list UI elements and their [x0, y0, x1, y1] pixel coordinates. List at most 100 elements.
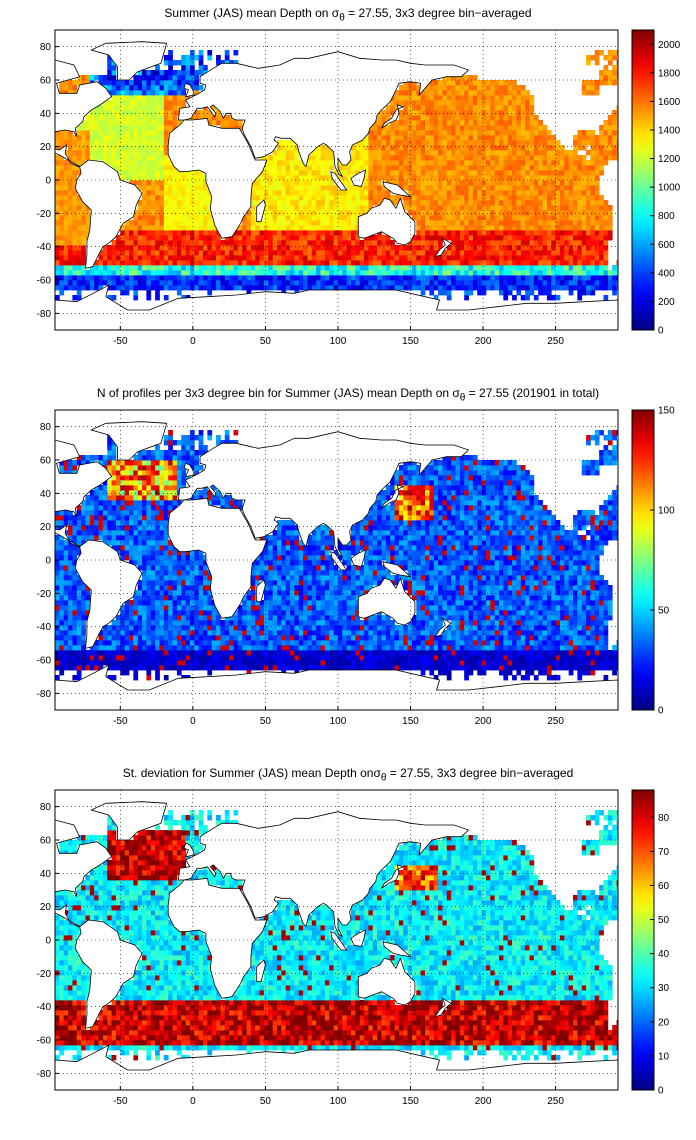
- data-cell: [85, 595, 91, 601]
- data-cell: [377, 275, 382, 281]
- data-cell: [68, 155, 73, 161]
- data-cell: [189, 240, 195, 246]
- data-cell: [63, 165, 69, 171]
- data-cell: [403, 125, 408, 131]
- data-cell: [133, 235, 139, 241]
- data-cell: [594, 285, 600, 291]
- data-cell: [76, 455, 82, 461]
- data-cell: [98, 635, 104, 641]
- data-cell: [155, 135, 160, 141]
- data-cell: [472, 110, 478, 116]
- data-cell: [616, 110, 618, 116]
- data-cell: [433, 245, 439, 251]
- data-cell: [102, 510, 108, 516]
- data-cell: [89, 660, 95, 666]
- data-cell: [503, 95, 509, 101]
- data-cell: [268, 165, 274, 171]
- data-cell: [581, 270, 587, 276]
- data-cell: [198, 235, 204, 241]
- data-cell: [298, 170, 304, 176]
- data-cell: [533, 150, 539, 156]
- data-cell: [133, 520, 139, 526]
- data-cell: [485, 120, 491, 126]
- data-cell: [324, 270, 330, 276]
- data-cell: [364, 200, 369, 206]
- data-cell: [416, 130, 422, 136]
- data-cell: [55, 585, 60, 591]
- data-cell: [481, 250, 487, 256]
- data-cell: [55, 200, 60, 206]
- data-cell: [142, 120, 147, 126]
- data-cell: [155, 75, 160, 81]
- data-cell: [438, 100, 443, 106]
- data-cell: [542, 285, 548, 291]
- data-cell: [455, 135, 461, 141]
- data-cell: [499, 270, 504, 276]
- data-cell: [55, 525, 60, 531]
- data-cell: [55, 510, 60, 516]
- data-cell: [277, 170, 282, 176]
- data-cell: [277, 140, 282, 146]
- data-cell: [573, 180, 578, 186]
- data-cell: [581, 225, 587, 231]
- data-cell: [607, 225, 613, 231]
- data-cell: [168, 180, 173, 186]
- data-cell: [129, 625, 134, 631]
- data-cell: [59, 670, 65, 676]
- data-cell: [599, 210, 604, 216]
- data-cell: [520, 275, 526, 281]
- data-cell: [229, 235, 234, 241]
- data-cell: [425, 85, 430, 91]
- data-cell: [68, 85, 73, 91]
- data-cell: [499, 160, 504, 166]
- data-cell: [529, 140, 535, 146]
- data-cell: [346, 235, 352, 241]
- data-cell: [303, 280, 308, 286]
- x-tick-label: 150: [402, 336, 419, 347]
- data-cell: [351, 255, 356, 261]
- data-cell: [429, 275, 435, 281]
- data-cell: [250, 215, 256, 221]
- data-cell: [115, 95, 121, 101]
- data-cell: [137, 225, 143, 231]
- data-cell: [490, 250, 496, 256]
- data-cell: [538, 145, 543, 151]
- data-cell: [372, 260, 378, 266]
- data-cell: [420, 215, 426, 221]
- data-cell: [72, 610, 78, 616]
- data-cell: [499, 260, 504, 266]
- data-cell: [133, 490, 139, 496]
- data-cell: [168, 100, 173, 106]
- data-cell: [194, 110, 200, 116]
- data-cell: [55, 210, 60, 216]
- data-cell: [503, 275, 509, 281]
- data-cell: [150, 125, 156, 131]
- data-cell: [142, 255, 147, 261]
- data-cell: [224, 260, 230, 266]
- data-cell: [211, 250, 217, 256]
- data-cell: [233, 260, 239, 266]
- data-cell: [285, 200, 291, 206]
- data-cell: [464, 185, 469, 191]
- data-cell: [55, 180, 60, 186]
- data-cell: [459, 110, 465, 116]
- data-cell: [512, 155, 517, 161]
- data-cell: [459, 170, 465, 176]
- data-cell: [394, 265, 400, 271]
- data-cell: [55, 620, 60, 626]
- data-cell: [120, 95, 126, 101]
- data-cell: [277, 250, 282, 256]
- data-cell: [303, 275, 308, 281]
- data-cell: [407, 180, 413, 186]
- data-cell: [137, 500, 143, 506]
- data-cell: [451, 275, 456, 281]
- data-cell: [181, 215, 186, 221]
- data-cell: [111, 250, 117, 256]
- data-cell: [573, 260, 578, 266]
- data-cell: [529, 285, 535, 291]
- data-cell: [425, 230, 430, 236]
- data-cell: [555, 240, 561, 246]
- data-cell: [59, 660, 65, 666]
- data-cell: [142, 105, 147, 111]
- data-cell: [307, 240, 313, 246]
